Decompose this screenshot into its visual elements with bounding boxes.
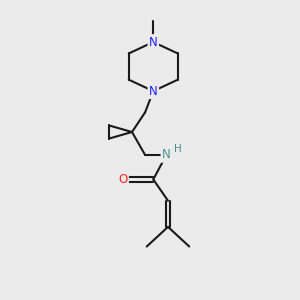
Text: N: N — [149, 35, 158, 49]
Text: O: O — [118, 173, 128, 186]
Text: N: N — [149, 85, 158, 98]
Text: N: N — [162, 148, 171, 161]
Text: H: H — [174, 144, 182, 154]
